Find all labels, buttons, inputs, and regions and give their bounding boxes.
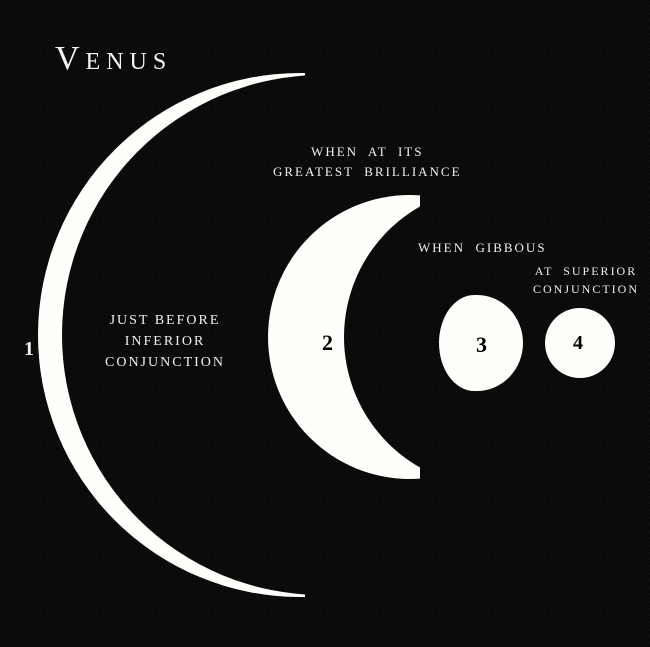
phase-1-caption: JUST BEFORE INFERIOR CONJUNCTION — [105, 310, 225, 373]
phase-4-caption: AT SUPERIOR CONJUNCTION — [533, 262, 639, 298]
phase-1-number: 1 — [24, 338, 34, 361]
phase-3-caption: WHEN GIBBOUS — [418, 238, 547, 258]
phase-2-number: 2 — [322, 330, 333, 356]
phase-4-number: 4 — [573, 332, 583, 355]
phase-3-number: 3 — [476, 332, 487, 358]
phase-2-caption: WHEN AT ITS GREATEST BRILLIANCE — [273, 142, 462, 181]
venus-phases-diagram: Venus 1 2 3 4 JU — [0, 0, 650, 647]
